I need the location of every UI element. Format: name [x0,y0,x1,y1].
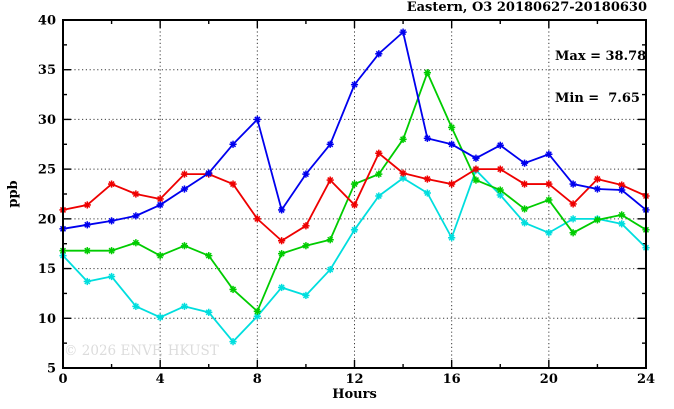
max-value-label: Max = 38.78 [555,49,647,64]
x-axis-label: Hours [332,387,377,402]
y-tick-label: 30 [38,113,56,128]
series-green [59,69,650,315]
series-red-markers [59,149,650,245]
y-tick-label: 40 [38,14,56,29]
watermark: © 2026 ENVF, HKUST [64,343,219,359]
x-tick-label: 4 [156,372,165,387]
y-tick-label: 5 [47,362,56,377]
min-value-label: Min = 7.65 [555,91,640,106]
x-tick-label: 0 [58,372,67,387]
x-tick-labels: 0 4 8 12 16 20 24 [58,372,655,387]
y-tick-label: 20 [38,212,56,227]
series-blue-markers [59,28,650,233]
series-red [59,149,650,245]
y-tick-label: 35 [38,63,56,78]
y-axis-label: ppb [6,180,21,208]
series-blue [59,28,650,233]
y-tick-labels: 5 10 15 20 25 30 35 40 [38,14,56,377]
y-tick-label: 10 [38,312,56,327]
x-tick-label: 16 [443,372,461,387]
x-tick-label: 24 [637,372,655,387]
plot-border [62,19,647,369]
series-green-markers [59,69,650,315]
x-tick-label: 8 [253,372,262,387]
y-tick-label: 25 [38,163,56,178]
chart-title: Eastern, O3 20180627-20180630 [406,0,647,15]
x-tick-label: 20 [540,372,558,387]
max-min-annotation: Max = 38.78 Min = 7.65 [555,22,646,134]
x-tick-label: 12 [345,372,363,387]
y-tick-label: 15 [38,262,56,277]
